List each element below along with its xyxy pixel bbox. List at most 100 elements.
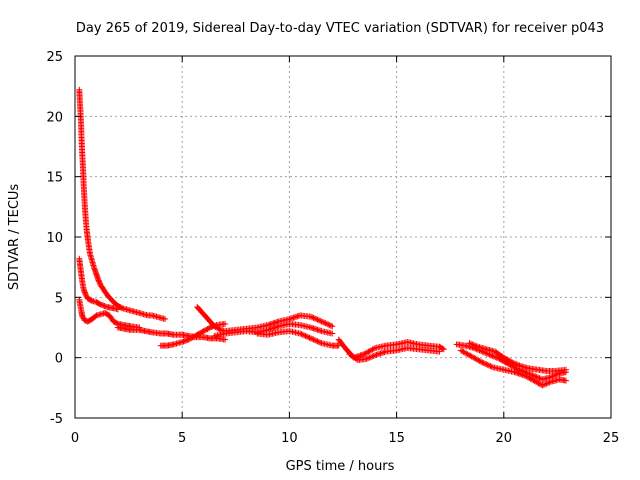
data-point: [535, 374, 542, 381]
data-point: [439, 345, 446, 352]
data-point: [305, 334, 312, 341]
data-point: [509, 359, 516, 366]
x-tick-label: 5: [178, 431, 186, 446]
data-point: [323, 320, 330, 327]
data-point: [314, 316, 321, 323]
x-tick-labels: 0 5 10 15 20 25: [71, 431, 619, 446]
series-segment-18-to-23-low: [457, 347, 569, 389]
data-point: [562, 366, 569, 373]
data-point: [310, 336, 317, 343]
data-point: [467, 340, 474, 347]
y-tick-label: -5: [50, 412, 63, 427]
data-point: [440, 346, 447, 353]
data-point: [307, 313, 314, 320]
data-point: [313, 316, 320, 323]
data-point: [515, 361, 522, 368]
data-point: [301, 332, 308, 339]
data-point: [315, 338, 322, 345]
series-segment-7-to-12-low: [211, 320, 336, 339]
data-point: [369, 353, 376, 360]
data-point: [535, 380, 542, 387]
data-point: [370, 345, 377, 352]
data-point: [319, 319, 326, 326]
chart-title: Day 265 of 2019, Sidereal Day-to-day VTE…: [76, 21, 604, 36]
data-point: [539, 382, 546, 389]
data-point: [329, 323, 336, 330]
data-point: [545, 380, 552, 387]
series-band-4-to-6: [157, 320, 229, 349]
data-point: [492, 354, 499, 361]
data-point: [365, 355, 372, 362]
data-point: [327, 322, 334, 329]
data-point: [298, 331, 305, 338]
data-point: [311, 315, 318, 322]
data-point: [303, 333, 310, 340]
data-point: [200, 328, 207, 335]
data-point: [436, 348, 443, 355]
data-point: [201, 327, 208, 334]
series-band-2-to-7: [114, 324, 229, 343]
data-point: [326, 322, 333, 329]
data-point: [213, 324, 220, 331]
data-point: [329, 330, 336, 337]
y-tick-label: 5: [55, 291, 63, 306]
data-point: [311, 337, 318, 344]
data-point: [478, 358, 485, 365]
data-point: [533, 373, 540, 380]
grid: [75, 56, 611, 418]
data-point: [534, 379, 541, 386]
data-point: [318, 318, 325, 325]
data-point: [562, 377, 569, 384]
data-point: [309, 335, 316, 342]
data-point: [203, 326, 210, 333]
data-point: [215, 325, 222, 332]
data-point: [222, 320, 229, 327]
y-tick-labels: -5 0 5 10 15 20 25: [46, 50, 63, 427]
data-point: [531, 378, 538, 385]
data-point: [222, 336, 229, 343]
data-point: [321, 319, 328, 326]
data-point: [190, 333, 197, 340]
data-point: [366, 354, 373, 361]
data-point: [325, 321, 332, 328]
axis-ticks: [74, 55, 612, 419]
data-point: [322, 320, 329, 327]
data-point: [510, 360, 517, 367]
y-tick-label: 25: [46, 50, 63, 65]
data-point: [114, 306, 121, 313]
data-point: [536, 380, 543, 387]
data-point: [199, 328, 206, 335]
data-point: [186, 335, 193, 342]
data-point: [205, 325, 212, 332]
data-point: [483, 361, 490, 368]
y-tick-label: 0: [55, 352, 63, 367]
data-point: [188, 335, 195, 342]
series-decay-secondary: [76, 255, 121, 313]
data-point: [363, 355, 370, 362]
data-point: [317, 317, 324, 324]
data-point: [297, 330, 304, 337]
data-point: [542, 381, 549, 388]
data-point: [488, 363, 495, 370]
series-segment-13-to-17-low: [346, 345, 443, 364]
data-point: [479, 359, 486, 366]
data-point: [472, 342, 479, 349]
data-point: [546, 379, 553, 386]
data-point: [306, 334, 313, 341]
data-point: [185, 336, 192, 343]
data-point: [516, 362, 523, 369]
data-point: [540, 381, 547, 388]
data-point: [469, 341, 476, 348]
data-point: [532, 373, 539, 380]
data-point: [313, 337, 320, 344]
data-point: [543, 380, 550, 387]
series-decay-main: [76, 86, 169, 323]
data-point: [189, 334, 196, 341]
data-point: [88, 297, 95, 304]
y-tick-label: 10: [46, 231, 63, 246]
x-tick-label: 0: [71, 431, 79, 446]
y-tick-label: 20: [46, 110, 63, 125]
x-tick-label: 25: [603, 431, 620, 446]
data-point: [487, 363, 494, 370]
